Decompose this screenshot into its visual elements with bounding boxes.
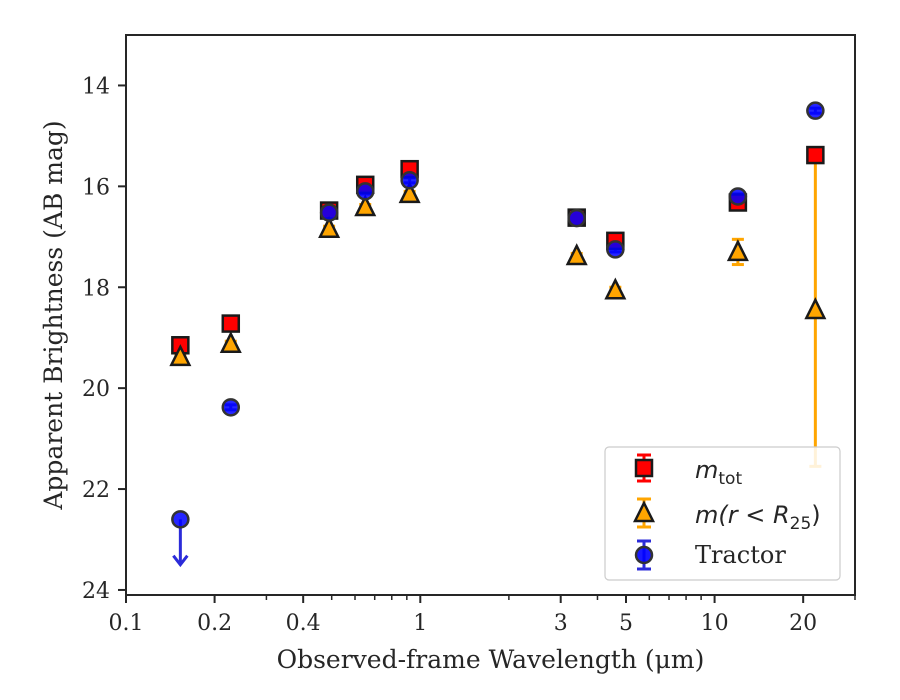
legend-entry-m-r25: m(r < R25) — [632, 497, 821, 534]
point-m-tot — [806, 145, 825, 165]
point-tractor — [221, 398, 241, 417]
point-m-r25 — [219, 330, 242, 354]
point-tractor — [728, 187, 748, 206]
plot-area-frame — [125, 34, 856, 596]
point-m-r25 — [318, 215, 341, 238]
legend-label-m-tot: mtot — [695, 456, 742, 489]
point-tractor — [319, 203, 339, 222]
legend-box — [604, 446, 841, 581]
point-m-r25 — [398, 181, 421, 204]
y-tick-label: 18 — [82, 276, 110, 301]
legend-label-m-tot-sub: tot — [718, 469, 742, 489]
y-tick-label: 22 — [82, 478, 110, 503]
data-markers — [169, 101, 827, 529]
x-tick-label: 1 — [413, 611, 427, 636]
legend-label-m-r25-sub: 25 — [790, 514, 812, 534]
point-m-r25 — [726, 239, 749, 262]
x-tick-label: 0.2 — [197, 611, 232, 636]
point-tractor — [806, 101, 825, 120]
legend-label-m-r25-post: ) — [811, 501, 820, 529]
legend: mtot m(r < R25) Tractor — [604, 446, 841, 581]
x-axis-label: Observed-frame Wavelength (μm) — [277, 645, 705, 674]
point-m-r25 — [354, 194, 377, 217]
point-tractor — [355, 182, 375, 201]
legend-label-m-r25-pre: m(r < R — [695, 501, 790, 529]
point-tractor — [400, 171, 419, 190]
y-tick-label: 16 — [82, 175, 110, 200]
y-axis-label: Apparent Brightness (AB mag) — [39, 120, 68, 510]
point-m-r25 — [169, 344, 192, 367]
point-tractor — [606, 240, 625, 259]
x-tick-label: 10 — [701, 611, 729, 636]
legend-square-marker — [634, 458, 654, 478]
x-tick-label: 0.1 — [109, 611, 144, 636]
legend-label-m-tot-main: m — [695, 456, 718, 484]
point-m-r25 — [604, 277, 627, 300]
y-tick-label: 20 — [82, 377, 110, 402]
point-m-r25 — [565, 243, 588, 266]
x-tick-label: 20 — [789, 611, 817, 636]
legend-circle-marker — [634, 545, 654, 565]
y-tick-label: 14 — [82, 74, 110, 99]
legend-entry-m-tot: mtot — [634, 453, 742, 489]
point-m-tot — [221, 314, 241, 333]
point-tractor — [171, 510, 190, 529]
x-tick-label: 0.4 — [286, 611, 321, 636]
legend-label-tractor: Tractor — [695, 541, 786, 569]
point-tractor — [567, 208, 586, 228]
y-tick-label: 24 — [82, 579, 110, 604]
x-tick-label: 5 — [619, 611, 633, 636]
legend-label-m-r25: m(r < R25) — [695, 501, 821, 534]
axis-ticks: 0.1 0.2 0.4 1 3 5 10 20 14 16 18 20 22 24 — [82, 74, 856, 636]
x-tick-label: 3 — [554, 611, 568, 636]
legend-entry-tractor: Tractor — [634, 539, 786, 571]
legend-triangle-marker — [632, 500, 656, 523]
upper-limit-arrow — [172, 554, 189, 568]
point-m-r25 — [804, 297, 827, 320]
